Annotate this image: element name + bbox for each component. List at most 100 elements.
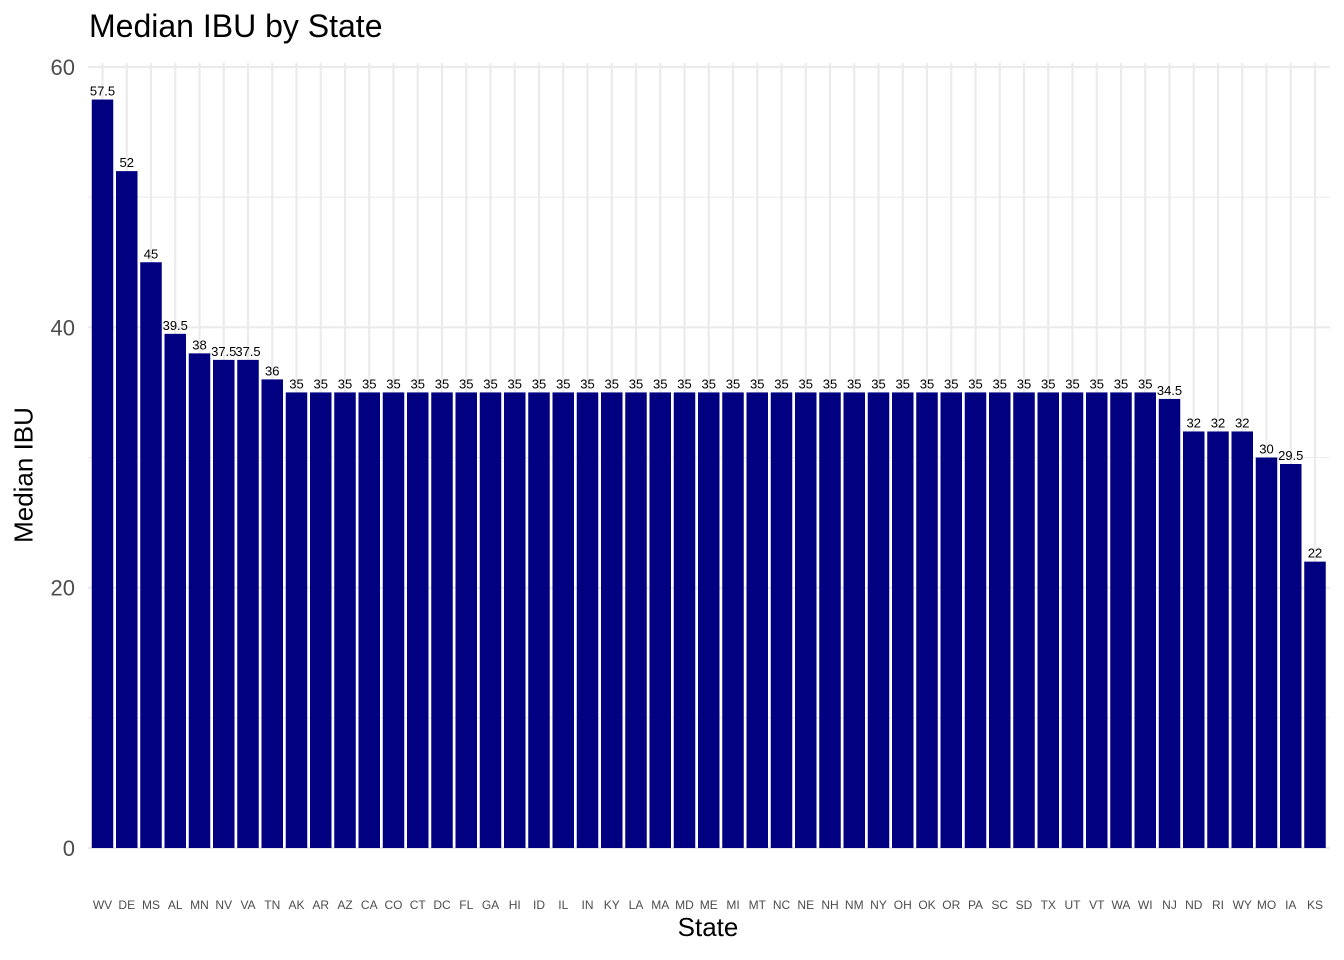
x-tick-label: KS [1307, 898, 1323, 912]
value-label: 35 [968, 376, 982, 391]
bar-me [698, 392, 720, 848]
x-tick-label: DE [118, 898, 135, 912]
bar-ca [358, 392, 380, 848]
value-label: 34.5 [1157, 383, 1182, 398]
x-tick-label: NE [797, 898, 814, 912]
value-label: 35 [435, 376, 449, 391]
value-label: 35 [774, 376, 788, 391]
x-tick-label: DC [433, 898, 451, 912]
value-label: 32 [1211, 415, 1225, 430]
value-label: 35 [1017, 376, 1031, 391]
x-tick-label: WA [1112, 898, 1131, 912]
value-label: 35 [289, 376, 303, 391]
value-labels-group: 57.5 52 45 39.5 38 37.537.5 36 35 35 35 35 35 35 35 35… [90, 84, 1322, 561]
bar-nv [213, 359, 235, 848]
bar-az [334, 392, 356, 848]
bar-ri [1207, 431, 1229, 848]
x-tick-label: OK [918, 898, 935, 912]
value-label: 30 [1259, 442, 1273, 457]
value-label: 35 [896, 376, 910, 391]
x-axis-label: State [677, 912, 739, 942]
value-label: 35 [1090, 376, 1104, 391]
y-tick-label: 40 [51, 315, 75, 340]
bar-nj [1158, 398, 1181, 848]
y-tick-labels-group: 0 20 40 60 [51, 55, 75, 861]
bar-in [576, 392, 599, 848]
value-label: 35 [556, 376, 570, 391]
x-tick-label: PA [968, 898, 983, 912]
bar-mn [188, 353, 211, 848]
x-tick-label: MO [1257, 898, 1276, 912]
bar-id [528, 392, 550, 848]
x-tick-label: CT [410, 898, 427, 912]
x-tick-label: NH [821, 898, 838, 912]
x-tick-label: MI [726, 898, 739, 912]
x-tick-label: NV [215, 898, 232, 912]
x-tick-label: CA [361, 898, 378, 912]
bar-or [940, 392, 962, 848]
value-label: 35 [702, 376, 716, 391]
x-tick-label: AR [312, 898, 329, 912]
value-label: 35 [750, 376, 764, 391]
value-label: 35 [677, 376, 691, 391]
bar-ar [310, 392, 332, 848]
value-label: 35 [338, 376, 352, 391]
x-tick-label: AZ [337, 898, 352, 912]
bar-wv [91, 99, 114, 848]
value-label: 37.5 [211, 344, 236, 359]
value-label: 22 [1308, 546, 1322, 561]
bar-nm [843, 392, 865, 848]
value-label: 35 [386, 376, 400, 391]
x-tick-label: OR [942, 898, 960, 912]
x-tick-label: WY [1233, 898, 1252, 912]
x-tick-label: IA [1285, 898, 1296, 912]
x-tick-label: ND [1185, 898, 1203, 912]
x-tick-label: CO [385, 898, 403, 912]
bar-wa [1110, 392, 1132, 848]
x-tick-label: AK [288, 898, 304, 912]
x-tick-label: TX [1041, 898, 1056, 912]
x-tick-label: LA [629, 898, 644, 912]
x-tick-label: WI [1138, 898, 1153, 912]
value-label: 35 [362, 376, 376, 391]
bar-ks [1304, 561, 1326, 848]
bars-group [91, 99, 1326, 849]
value-label: 35 [411, 376, 425, 391]
value-label: 35 [726, 376, 740, 391]
value-label: 35 [920, 376, 934, 391]
bar-nh [819, 392, 841, 848]
bar-md [673, 392, 696, 848]
bar-al [164, 333, 186, 848]
bar-ga [479, 392, 502, 848]
bar-co [382, 392, 405, 848]
bar-pa [964, 392, 987, 848]
value-label: 32 [1235, 415, 1249, 430]
x-tick-label: MD [675, 898, 694, 912]
x-tick-label: NY [870, 898, 887, 912]
bar-sd [1013, 392, 1035, 848]
value-label: 45 [144, 246, 158, 261]
value-label: 35 [823, 376, 837, 391]
value-label: 35 [993, 376, 1007, 391]
value-label: 35 [944, 376, 958, 391]
x-tick-label: VA [240, 898, 255, 912]
x-tick-label: OH [894, 898, 912, 912]
bar-tx [1037, 392, 1059, 848]
x-tick-label: SD [1016, 898, 1033, 912]
bar-ut [1061, 392, 1084, 848]
bar-ct [407, 392, 429, 848]
bar-nd [1183, 431, 1205, 848]
bar-ny [867, 392, 890, 848]
bar-la [625, 392, 647, 848]
chart-title: Median IBU by State [89, 8, 383, 44]
x-tick-label: KY [604, 898, 620, 912]
y-tick-label: 60 [51, 55, 75, 80]
value-label: 32 [1187, 415, 1201, 430]
value-label: 29.5 [1278, 448, 1303, 463]
bar-va [237, 359, 259, 848]
x-tick-label: AL [168, 898, 183, 912]
x-tick-label: MT [749, 898, 767, 912]
value-label: 35 [532, 376, 546, 391]
bar-sc [989, 392, 1011, 848]
bar-il [552, 392, 574, 848]
